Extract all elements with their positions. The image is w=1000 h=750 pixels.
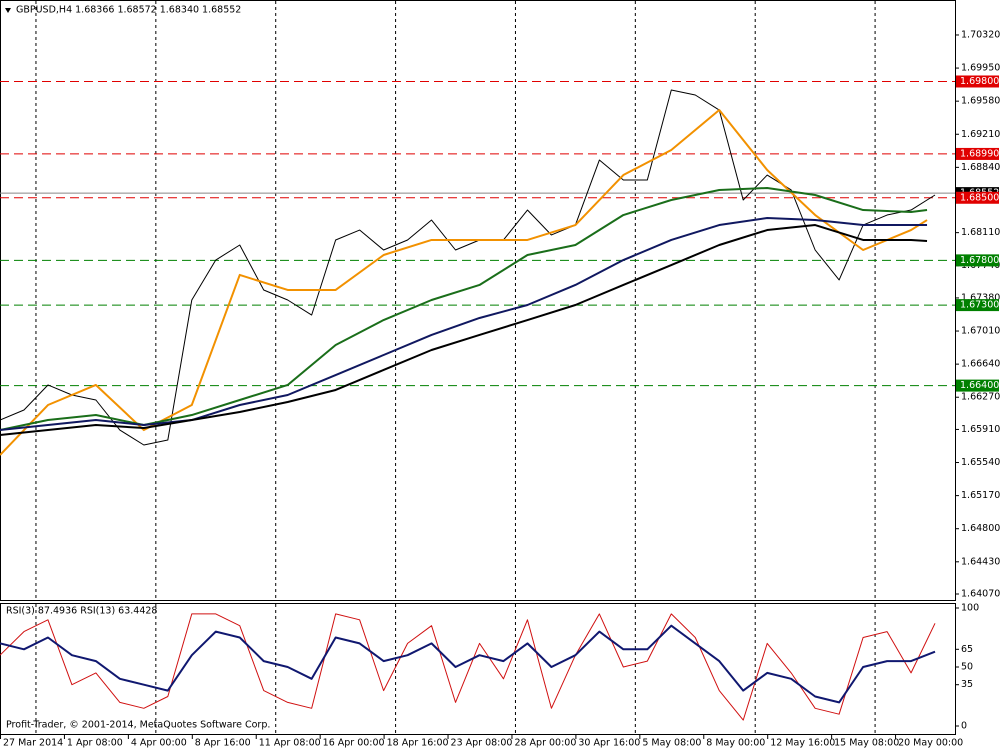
level-label-box: [956, 254, 999, 267]
x-tick-label: 28 Apr 00:00: [514, 738, 576, 749]
level-label: 1.69800: [960, 76, 999, 87]
y-tick-label: 1.65170: [961, 490, 1000, 501]
chart-title: GBPUSD,H4 1.68366 1.68572 1.68340 1.6855…: [16, 5, 241, 16]
level-label: 1.67300: [960, 300, 999, 311]
copyright: Profit-Trader, © 2001-2014, MetaQuotes S…: [6, 720, 270, 731]
series-line: [0, 613, 936, 721]
series-line: [0, 224, 928, 436]
y-tick-label: 0: [961, 721, 967, 732]
y-tick-label: 1.69210: [961, 129, 1000, 140]
y-tick-label: 1.66270: [961, 392, 1000, 403]
x-tick-label: 11 Apr 08:00: [259, 738, 321, 749]
x-tick-label: 18 Apr 16:00: [387, 738, 449, 749]
x-tick-label: 23 Apr 08:00: [451, 738, 513, 749]
x-tick-label: 8 May 00:00: [706, 738, 765, 749]
y-tick-label: 65: [961, 644, 973, 655]
y-tick-label: 1.68110: [961, 227, 1000, 238]
series-line: [0, 624, 936, 704]
level-label: 1.66400: [960, 380, 999, 391]
y-tick-label: 1.66640: [961, 359, 1000, 370]
x-tick-label: 15 May 08:00: [834, 738, 899, 749]
y-tick-label: 100: [961, 603, 979, 614]
level-label-box: [956, 299, 999, 312]
series-line: [0, 187, 928, 432]
level-label: 1.68990: [960, 148, 999, 159]
x-tick-label: 20 May 00:00: [898, 738, 963, 749]
rsi-panel-frame: [0, 603, 956, 735]
y-tick-label: 1.67010: [961, 326, 1000, 337]
x-tick-label: 5 May 08:00: [642, 738, 701, 749]
x-tick-label: 1 Apr 08:00: [67, 738, 123, 749]
level-label: 1.68500: [960, 192, 999, 203]
x-tick-label: 30 Apr 16:00: [578, 738, 640, 749]
level-label-box: [956, 379, 999, 392]
y-tick-label: 1.64070: [961, 589, 1000, 600]
main-panel-frame: [0, 0, 956, 601]
y-tick-label: 1.69580: [961, 96, 1000, 107]
menu-arrow: [5, 8, 11, 13]
level-label-box: [956, 147, 999, 160]
y-tick-label: 1.64430: [961, 556, 1000, 567]
y-tick-label: 1.70320: [961, 29, 1000, 40]
y-tick-label: 1.64800: [961, 523, 1000, 534]
x-tick-label: 16 Apr 00:00: [323, 738, 385, 749]
y-tick-label: 1.68840: [961, 162, 1000, 173]
y-tick-label: 1.65910: [961, 424, 1000, 435]
level-label-box: [956, 75, 999, 88]
level-label-box: [956, 191, 999, 204]
y-tick-label: 35: [961, 679, 973, 690]
series-line: [0, 216, 928, 432]
x-tick-label: 12 May 16:00: [770, 738, 835, 749]
y-tick-label: 50: [961, 662, 973, 673]
y-tick-label: 1.69950: [961, 63, 1000, 74]
x-tick-label: 27 Mar 2014: [3, 738, 63, 749]
x-tick-label: 8 Apr 16:00: [195, 738, 251, 749]
y-tick-label: 1.65540: [961, 457, 1000, 468]
y-tick-label: 1.67380: [961, 292, 1000, 303]
rsi-title: RSI(3) 87.4936 RSI(13) 63.4428: [6, 606, 157, 617]
level-label: 1.67800: [960, 255, 999, 266]
x-tick-label: 4 Apr 00:00: [131, 738, 187, 749]
